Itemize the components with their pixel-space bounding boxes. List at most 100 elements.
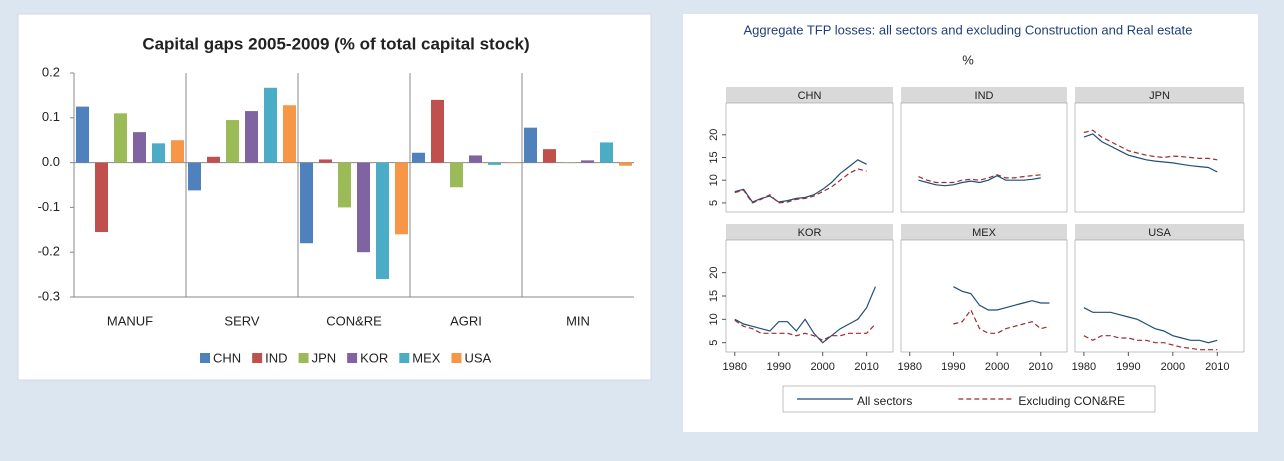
legend-label: MEX [412,350,441,365]
x-tick-label: 2000 [985,361,1009,373]
x-tick-label: 1990 [766,361,790,373]
x-tick-label: 1980 [897,361,921,373]
bar [376,162,389,280]
series-line [953,286,1050,311]
legend-swatch [252,353,263,363]
y-tick-label: 0.1 [42,109,60,124]
y-tick-label: -0.1 [38,199,60,214]
bar [619,162,632,166]
y-tick-label: 10 [708,313,720,325]
bar [600,142,613,163]
y-tick-label: -0.3 [38,288,60,303]
bar [188,162,201,191]
panel-header [901,224,1067,240]
series-line [734,319,876,341]
panel-title: IND [975,90,994,102]
right-panel [683,14,1258,432]
panel-title: CHN [798,90,822,102]
bar [245,111,258,163]
y-tick-label: 5 [708,200,720,206]
y-tick-label: 5 [708,340,720,346]
panel-header [1075,224,1244,240]
legend-swatch [200,353,210,363]
panel-frame [900,239,1068,353]
panel-title: USA [1148,227,1171,239]
left-panel [17,13,652,381]
series-line [734,159,867,203]
x-tick-label: MANUF [107,313,153,328]
y-tick-label: 10 [708,174,720,186]
legend-label: IND [265,350,287,365]
legend-label: JPN [312,350,337,365]
bar [133,132,146,163]
x-tick-label: 2010 [1029,361,1053,373]
x-tick-label: 2000 [1161,361,1185,373]
line-title: Aggregate TFP losses: all sectors and ex… [744,22,1193,37]
panel-frame [900,102,1068,213]
y-tick-label: 20 [708,129,720,141]
x-tick-label: 1990 [1116,361,1140,373]
legend-label: USA [464,350,491,365]
x-tick-label: 1980 [1072,361,1096,373]
x-tick-label: 1990 [941,361,965,373]
bar [264,87,277,163]
legend-swatch [399,353,410,363]
series-line [734,168,867,204]
bar [207,156,220,163]
bar [171,140,184,163]
panel-frame [1074,102,1245,213]
bar [543,149,556,163]
series-line [1083,335,1218,351]
bar [450,162,463,188]
series-line [918,175,1041,187]
y-tick-label: 0.0 [42,154,60,169]
bar [357,162,370,253]
panel-header [726,224,893,240]
x-tick-label: 2010 [854,361,878,373]
x-tick-label: 2000 [810,361,834,373]
bar-title: Capital gaps 2005-2009 (% of total capit… [142,34,529,53]
line-subtitle: % [962,52,974,67]
panel-header [1075,87,1244,103]
x-tick-label: AGRI [450,313,482,328]
panel-title: MEX [972,227,997,239]
legend-label: Excluding CON&RE [1018,394,1125,408]
legend-label: KOR [360,350,388,365]
bar [226,120,239,163]
series-line [734,286,876,344]
bar [300,162,313,244]
x-tick-label: CON&RE [326,313,382,328]
series-line [1083,133,1218,173]
legend-swatch [451,353,462,363]
bar [431,99,444,163]
legend-label: CHN [213,350,241,365]
panel-title: KOR [798,227,822,239]
bar [319,159,332,163]
x-tick-label: SERV [224,313,259,328]
bar [152,143,165,163]
y-tick-label: -0.2 [38,244,60,259]
series-line [1083,129,1218,161]
legend-label: All sectors [857,394,912,408]
bar [581,160,594,163]
y-tick-label: 0.2 [42,64,60,79]
x-tick-label: 1980 [723,361,747,373]
y-tick-label: 15 [708,151,720,163]
bar [562,162,575,164]
bar [395,162,408,235]
bar [114,113,127,163]
bar [338,162,351,208]
bar [283,105,296,163]
series-line [953,308,1050,334]
y-tick-label: 15 [708,290,720,302]
bar [524,127,537,163]
x-tick-label: 2010 [1205,361,1229,373]
panel-header [726,87,893,103]
bar [469,155,482,163]
legend-swatch [298,353,309,363]
legend-swatch [347,353,358,363]
series-line [1083,307,1218,344]
y-tick-label: 20 [708,267,720,279]
bar [76,106,89,163]
bar [95,162,108,233]
